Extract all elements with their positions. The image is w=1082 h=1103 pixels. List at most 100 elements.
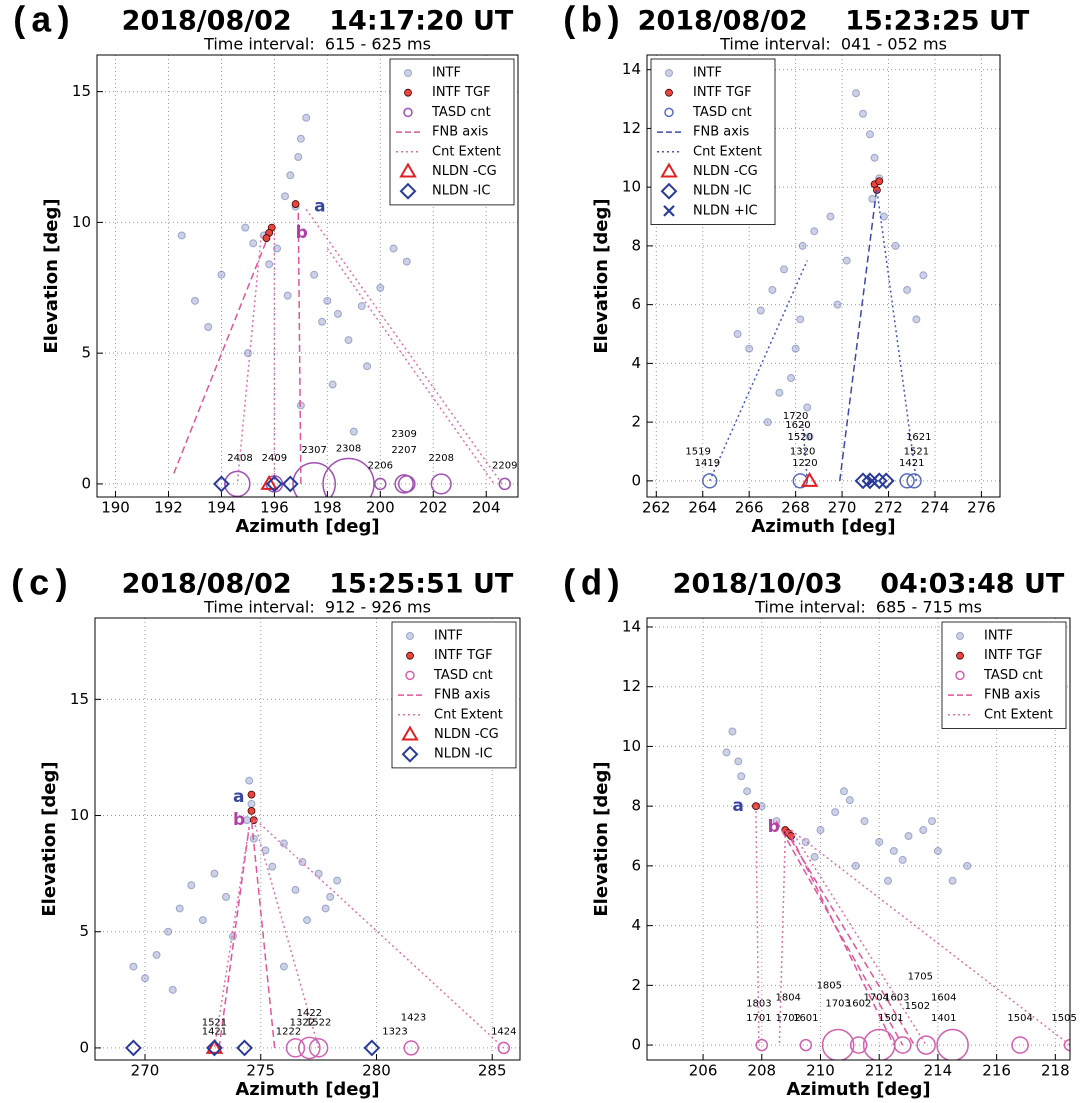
station-label: 1422 — [297, 1008, 322, 1019]
intf-point — [228, 932, 237, 941]
intf-point — [265, 260, 274, 269]
station-label: 1603 — [884, 992, 909, 1003]
station-label: 1322 — [290, 1017, 315, 1028]
station-label: 1621 — [906, 432, 931, 443]
station-label: 2208 — [428, 453, 453, 464]
y-tick-label: 5 — [79, 922, 89, 940]
tasd-ring — [430, 473, 452, 495]
intf-point — [763, 418, 772, 427]
legend-label: INTF — [693, 66, 722, 81]
nldn-ic — [363, 1039, 381, 1057]
intf-point — [164, 927, 173, 936]
legend-label: NLDN -IC — [432, 184, 490, 199]
x-tick-label: 268 — [781, 499, 810, 517]
x-tick-label: 275 — [246, 1062, 275, 1080]
x-tick-label: 274 — [921, 499, 950, 517]
y-tick-label: 0 — [81, 474, 91, 492]
intf-point — [833, 300, 842, 309]
chart-title: 2018/08/02 15:23:25 UT — [638, 6, 1030, 37]
plot-frame — [96, 54, 519, 498]
cnt-extent — [236, 235, 262, 484]
intf-point — [389, 244, 398, 253]
chart-title: 2018/08/02 15:25:51 UT — [122, 569, 514, 600]
intf-point — [152, 950, 161, 959]
legend-label: TASD cnt — [433, 668, 493, 683]
tasd-ring — [224, 470, 251, 497]
intf-point — [884, 876, 893, 885]
intf-point — [791, 344, 800, 353]
x-tick-label: 208 — [747, 1062, 776, 1080]
cnt-extent — [213, 827, 250, 1049]
legend-swatch — [404, 69, 412, 77]
tgf-point — [291, 200, 300, 208]
y-tick-label: 10 — [72, 213, 91, 231]
station-label: 2408 — [227, 453, 252, 464]
station-label: 1423 — [401, 1013, 426, 1024]
station-label: 1703 — [825, 998, 850, 1009]
intf-point — [129, 962, 138, 971]
nldn-ic — [854, 472, 872, 490]
intf-point — [810, 852, 819, 861]
tasd-ring — [298, 1036, 321, 1060]
fnb-axis — [297, 209, 302, 484]
legend-label: INTF — [432, 66, 461, 81]
station-label: 1222 — [276, 1027, 301, 1038]
chart-title: 2018/08/02 14:17:20 UT — [122, 6, 514, 37]
x-axis-label: Azimuth [deg] — [751, 516, 895, 537]
annotation: a — [732, 796, 743, 816]
intf-point — [210, 869, 219, 878]
tasd-ring — [397, 475, 416, 493]
chart-subtitle: Time interval: 685 - 715 ms — [754, 598, 982, 617]
tasd-ring — [403, 1040, 419, 1056]
intf-point — [333, 876, 342, 885]
intf-point — [357, 302, 366, 311]
y-tick-label: 14 — [622, 60, 641, 78]
intf-point — [756, 306, 765, 315]
tasd-ring — [893, 1036, 912, 1054]
nldn-ic — [125, 1039, 142, 1057]
intf-point — [291, 885, 300, 894]
station-label: 1720 — [783, 411, 808, 422]
y-tick-label: 15 — [72, 82, 91, 100]
plot-area — [702, 89, 928, 490]
intf-point — [734, 757, 743, 766]
cnt-extent — [790, 829, 1070, 1046]
x-tick-label: 272 — [874, 499, 903, 517]
station-label: 1602 — [846, 998, 871, 1009]
intf-point — [323, 296, 332, 305]
tgf-point — [247, 790, 256, 799]
intf-point — [891, 241, 900, 250]
y-tick-label: 8 — [631, 236, 641, 254]
legend-swatch — [406, 632, 414, 640]
legend-box — [941, 621, 1067, 729]
intf-point — [187, 881, 196, 890]
legend-label: Cnt Extent — [432, 144, 501, 159]
cnt-extent — [326, 248, 495, 485]
station-label: 1424 — [491, 1027, 516, 1038]
x-tick-label: 276 — [967, 499, 996, 517]
annotation: b — [768, 817, 780, 837]
panel-label: (b) — [559, 2, 624, 43]
x-tick-label: 192 — [154, 499, 183, 517]
x-tick-label: 214 — [924, 1062, 953, 1080]
cnt-extent — [709, 260, 808, 482]
intf-point — [217, 270, 226, 279]
intf-point — [810, 227, 819, 236]
legend-swatch — [955, 670, 965, 681]
panel-label: (a) — [9, 2, 74, 43]
y-tick-label: 10 — [622, 178, 641, 196]
intf-point — [839, 787, 848, 796]
tasd-ring — [497, 1041, 511, 1055]
intf-point — [168, 985, 177, 994]
intf-point — [321, 904, 330, 913]
y-tick-label: 0 — [79, 1038, 89, 1056]
tasd-ring — [1011, 1036, 1029, 1054]
station-label: 1320 — [790, 446, 815, 457]
intf-point — [842, 256, 851, 265]
intf-point — [803, 403, 812, 412]
intf-point — [376, 283, 385, 292]
tgf-point — [875, 177, 884, 186]
legend-label: FNB axis — [984, 688, 1041, 703]
